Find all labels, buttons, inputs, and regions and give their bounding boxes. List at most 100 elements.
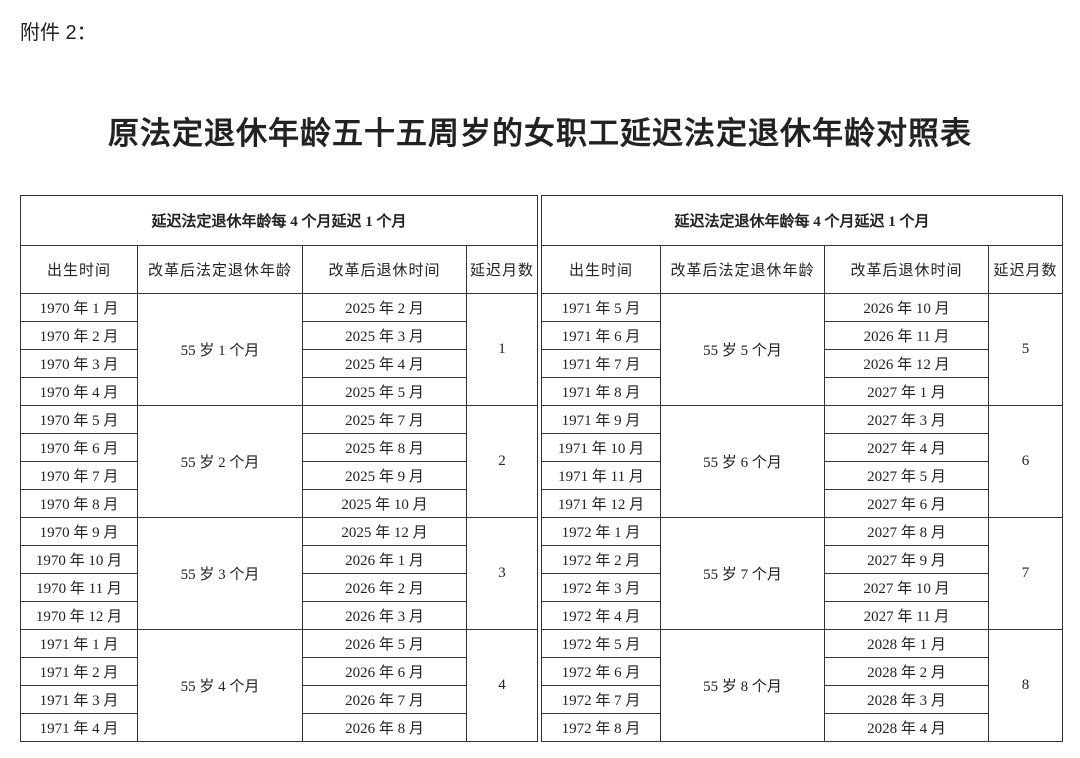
retirement-month: 2025 年 12 月 [302,517,467,546]
retirement-month: 2025 年 3 月 [302,321,467,350]
data-row: 1971 年 7 月 2026 年 12 月 [541,349,1063,378]
retirement-month: 2025 年 5 月 [302,377,467,406]
retirement-month: 2027 年 10 月 [824,573,989,602]
retirement-month: 2025 年 4 月 [302,349,467,378]
data-row: 1970 年 2 月 2025 年 3 月 [20,321,538,350]
birth-month: 1971 年 2 月 [20,657,138,686]
data-row: 1971 年 11 月 2027 年 5 月 [541,461,1063,490]
birth-month: 1972 年 7 月 [541,685,661,714]
retirement-month: 2026 年 2 月 [302,573,467,602]
delay-months: 1 [465,293,539,406]
column-header: 改革后法定退休年龄 [660,245,825,294]
data-row: 1971 年 4 月 2026 年 8 月 [20,713,538,742]
delay-months: 6 [987,405,1064,518]
data-row: 1971 年 6 月 2026 年 11 月 [541,321,1063,350]
birth-month: 1971 年 3 月 [20,685,138,714]
data-row: 1971 年 8 月 2027 年 1 月 [541,377,1063,406]
retirement-age: 55 岁 4 个月 [137,629,303,742]
delay-months: 3 [465,517,539,630]
birth-month: 1971 年 11 月 [541,461,661,490]
retirement-age: 55 岁 2 个月 [137,405,303,518]
data-row: 1971 年 2 月 2026 年 6 月 [20,657,538,686]
attachment-label: 附件 2： [20,22,97,44]
column-header: 改革后退休时间 [824,245,989,294]
birth-month: 1970 年 10 月 [20,545,138,574]
retirement-month: 2027 年 6 月 [824,489,989,518]
data-row: 1970 年 8 月 2025 年 10 月 [20,489,538,518]
caption-row: 延迟法定退休年龄每 4 个月延迟 1 个月 [19,195,539,246]
birth-month: 1972 年 6 月 [541,657,661,686]
birth-month: 1971 年 10 月 [541,433,661,462]
data-row: 1970 年 7 月 2025 年 9 月 [20,461,538,490]
retirement-month: 2027 年 3 月 [824,405,989,434]
birth-month: 1970 年 5 月 [20,405,138,434]
retirement-month: 2026 年 12 月 [824,349,989,378]
data-row: 1972 年 6 月 2028 年 2 月 [541,657,1063,686]
retirement-month: 2028 年 2 月 [824,657,989,686]
retirement-month: 2027 年 9 月 [824,545,989,574]
data-row: 1970 年 10 月 2026 年 1 月 [20,545,538,574]
retirement-month: 2026 年 8 月 [302,713,467,742]
comparison-table: 延迟法定退休年龄每 4 个月延迟 1 个月 出生时间 改革后法定退休年龄 改革后退休时… [540,195,1064,742]
birth-month: 1972 年 1 月 [541,517,661,546]
data-row: 1972 年 7 月 2028 年 3 月 [541,685,1063,714]
birth-month: 1971 年 8 月 [541,377,661,406]
retirement-month: 2026 年 3 月 [302,601,467,630]
column-header: 出生时间 [541,245,661,294]
retirement-month: 2028 年 1 月 [824,629,989,658]
retirement-month: 2027 年 1 月 [824,377,989,406]
birth-month: 1971 年 5 月 [541,293,661,322]
delay-months: 2 [465,405,539,518]
birth-month: 1970 年 3 月 [20,349,138,378]
caption-row: 延迟法定退休年龄每 4 个月延迟 1 个月 [540,195,1064,246]
birth-month: 1972 年 5 月 [541,629,661,658]
retirement-month: 2025 年 10 月 [302,489,467,518]
retirement-age: 55 岁 6 个月 [660,405,825,518]
retirement-month: 2026 年 5 月 [302,629,467,658]
delay-months: 7 [987,517,1064,630]
birth-month: 1970 年 11 月 [20,573,138,602]
retirement-month: 2027 年 8 月 [824,517,989,546]
retirement-month: 2025 年 8 月 [302,433,467,462]
column-header: 延迟月数 [987,245,1064,294]
birth-month: 1970 年 4 月 [20,377,138,406]
data-row: 1970 年 6 月 2025 年 8 月 [20,433,538,462]
delay-months: 8 [987,629,1064,742]
data-row: 1972 年 3 月 2027 年 10 月 [541,573,1063,602]
column-header: 延迟月数 [465,245,539,294]
birth-month: 1970 年 7 月 [20,461,138,490]
retirement-month: 2028 年 3 月 [824,685,989,714]
data-row: 1970 年 4 月 2025 年 5 月 [20,377,538,406]
retirement-month: 2027 年 4 月 [824,433,989,462]
header-row: 出生时间 改革后法定退休年龄 改革后退休时间 延迟月数 [541,245,1064,294]
birth-month: 1970 年 9 月 [20,517,138,546]
retirement-age: 55 岁 1 个月 [137,293,303,406]
birth-month: 1970 年 8 月 [20,489,138,518]
retirement-age: 55 岁 5 个月 [660,293,825,406]
birth-month: 1971 年 9 月 [541,405,661,434]
data-row: 1971 年 10 月 2027 年 4 月 [541,433,1063,462]
birth-month: 1971 年 7 月 [541,349,661,378]
birth-month: 1971 年 1 月 [20,629,138,658]
table-caption: 延迟法定退休年龄每 4 个月延迟 1 个月 [19,195,539,246]
retirement-month: 2026 年 1 月 [302,545,467,574]
retirement-age: 55 岁 3 个月 [137,517,303,630]
birth-month: 1972 年 3 月 [541,573,661,602]
data-row: 1970 年 11 月 2026 年 2 月 [20,573,538,602]
delay-months: 5 [987,293,1064,406]
birth-month: 1971 年 4 月 [20,713,138,742]
delay-months: 4 [465,629,539,742]
birth-month: 1972 年 2 月 [541,545,661,574]
column-header: 改革后退休时间 [302,245,467,294]
birth-month: 1971 年 12 月 [541,489,661,518]
birth-month: 1970 年 1 月 [20,293,138,322]
birth-month: 1972 年 8 月 [541,713,661,742]
retirement-age: 55 岁 8 个月 [660,629,825,742]
data-row: 1970 年 3 月 2025 年 4 月 [20,349,538,378]
